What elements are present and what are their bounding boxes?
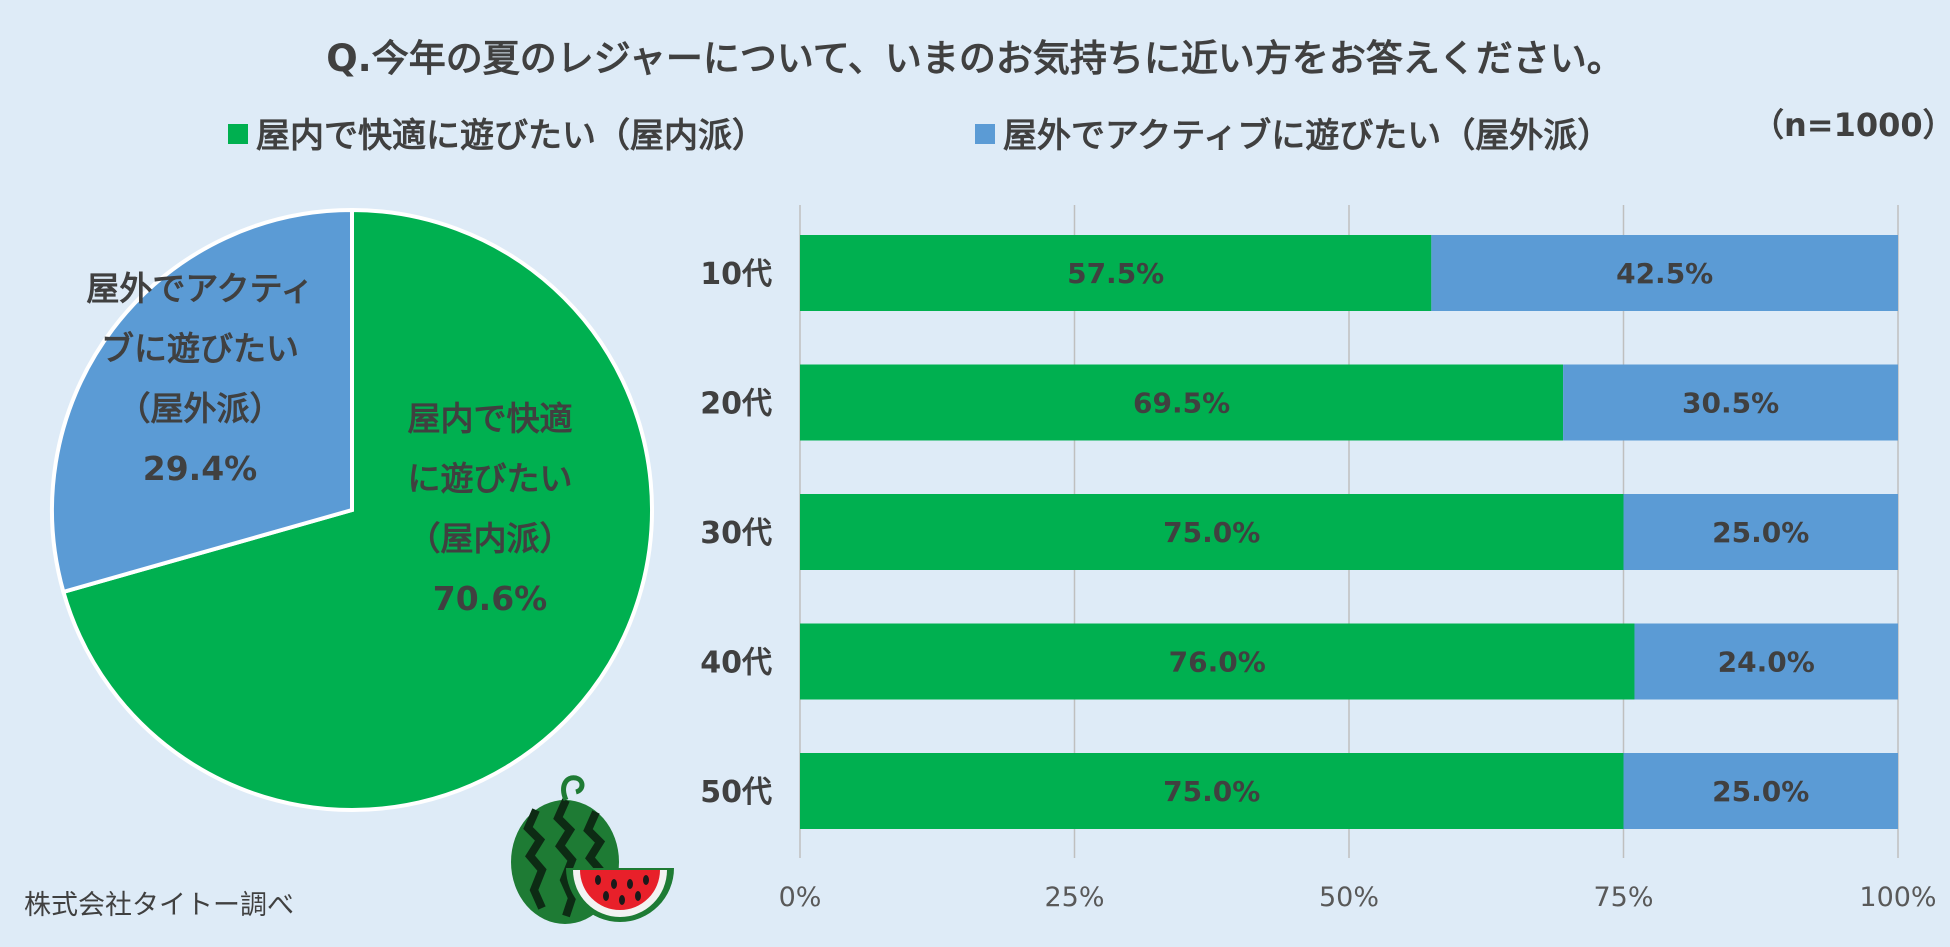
legend-item-indoor: 屋内で快適に遊びたい（屋内派）: [228, 108, 766, 157]
pie-chart: [50, 207, 654, 812]
pie-slice-1: [50, 207, 354, 595]
pie-slice-label-1: 屋外でアクティ: [86, 269, 313, 308]
bar-data-label: 57.5%: [1067, 257, 1164, 290]
y-axis-categories: 10代 20代 30代 40代 50代: [700, 257, 772, 810]
x-tick-label: 75%: [1593, 882, 1653, 913]
x-tick-label: 0%: [779, 882, 822, 913]
bar-data-label: 25.0%: [1712, 516, 1809, 549]
x-tick-label: 100%: [1859, 882, 1936, 913]
pie-slice-label-1: （屋外派）: [118, 389, 283, 428]
pie-labels: 屋内で快適に遊びたい （屋内派） 70.6% 屋外でアクティブに遊びたい （屋外派） 29…: [86, 269, 572, 618]
pie-slice-0: [60, 207, 654, 812]
pie-slice-label-1: ブに遊びたい: [101, 329, 299, 368]
x-tick-label: 50%: [1319, 882, 1379, 913]
category-label: 10代: [700, 257, 772, 292]
category-label: 20代: [700, 387, 772, 422]
bar-segment-indoor: [800, 235, 1432, 311]
legend-swatch-outdoor: [975, 124, 995, 144]
bar-data-label: 24.0%: [1718, 646, 1815, 679]
bar-segment-outdoor: [1563, 364, 1898, 441]
pie-slice-label-0: （屋内派）: [408, 519, 573, 558]
bar-segment-outdoor: [1623, 494, 1898, 570]
bar-segment-indoor: [800, 623, 1635, 700]
x-axis-ticks: 0% 25% 50% 75% 100%: [779, 882, 1937, 913]
bar-data-label: 76.0%: [1169, 646, 1266, 679]
legend-item-outdoor: 屋外でアクティブに遊びたい（屋外派）: [975, 108, 1611, 157]
category-label: 30代: [700, 516, 772, 551]
bar-segment-outdoor: [1623, 753, 1898, 829]
source-note: 株式会社タイトー調べ: [24, 890, 294, 921]
pie-slice-label-0: に遊びたい: [408, 459, 573, 498]
watermelon-icon: [511, 775, 674, 924]
pie-value-label-0: 70.6%: [433, 579, 548, 618]
bar-data-label: 75.0%: [1163, 516, 1260, 549]
sample-size: （n=1000）: [1752, 106, 1950, 144]
bar-segment-indoor: [800, 753, 1624, 829]
legend-label-indoor: 屋内で快適に遊びたい（屋内派）: [256, 116, 766, 156]
bar-labels: 57.5% 42.5% 69.5% 30.5% 75.0% 25.0% 76.0% 24.0%…: [1067, 257, 1815, 808]
pie-value-label-1: 29.4%: [143, 449, 258, 488]
bar-data-label: 30.5%: [1682, 387, 1779, 420]
bar-segment-indoor: [800, 364, 1564, 441]
bar-segment-outdoor: [1634, 623, 1898, 700]
bar-segment-outdoor: [1431, 235, 1898, 311]
legend-swatch-indoor: [228, 124, 248, 144]
bar-data-label: 69.5%: [1133, 387, 1230, 420]
x-tick-label: 25%: [1044, 882, 1104, 913]
chart-title: Q.今年の夏のレジャーについて、いまのお気持ちに近い方をお答えください。: [326, 37, 1624, 80]
bar-data-label: 75.0%: [1163, 775, 1260, 808]
bar-data-label: 25.0%: [1712, 775, 1809, 808]
legend-label-outdoor: 屋外でアクティブに遊びたい（屋外派）: [1003, 116, 1612, 156]
bar-data-label: 42.5%: [1616, 257, 1713, 290]
category-label: 40代: [700, 646, 772, 681]
bar-segment-indoor: [800, 494, 1624, 570]
pie-slice-label-0: 屋内で快適: [408, 399, 573, 438]
category-label: 50代: [700, 775, 772, 810]
bar-chart: [800, 235, 1898, 829]
